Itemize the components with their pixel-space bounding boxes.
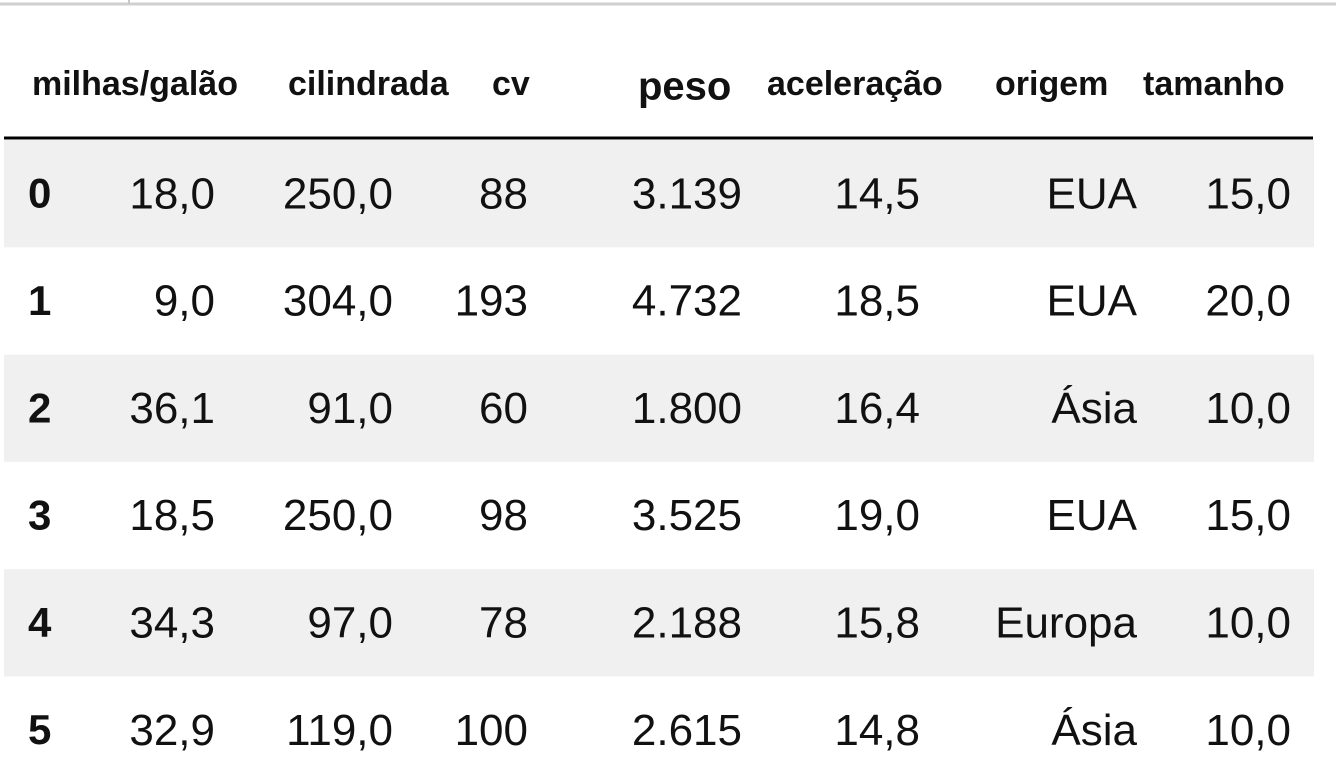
cell: EUA [1047,491,1138,540]
column-header: aceleração [767,65,943,103]
cell: 36,1 [129,384,215,433]
cell: 304,0 [283,277,393,326]
cell: 20,0 [1205,277,1291,326]
cell: 10,0 [1205,384,1291,433]
cell: 15,8 [834,598,920,647]
cell: 91,0 [307,384,393,433]
cell: 14,8 [834,706,920,755]
cell: 98 [479,491,528,540]
cell: Ásia [1051,706,1137,755]
cell: 3.139 [632,169,742,218]
cell: 88 [479,169,528,218]
cell: Europa [995,598,1137,647]
row-index: 3 [28,492,51,539]
cell: EUA [1047,169,1138,218]
row-index: 1 [28,277,51,324]
row-shade [4,569,1314,677]
column-header: cilindrada [288,65,450,103]
cell: 15,0 [1205,169,1291,218]
cell: 10,0 [1205,598,1291,647]
cell: 18,5 [129,491,215,540]
column-header: peso [638,65,731,109]
cell: 4.732 [632,277,742,326]
cell: 16,4 [834,384,920,433]
cell: 3.525 [632,491,742,540]
cell: 250,0 [283,169,393,218]
cell: Ásia [1051,384,1137,433]
cell: 34,3 [129,598,215,647]
cell: 19,0 [834,491,920,540]
cell: 2.188 [632,598,742,647]
row-index: 0 [28,170,51,217]
column-header: cv [492,65,530,103]
row-shade [4,140,1314,248]
cell: EUA [1047,277,1138,326]
column-header: milhas/galão [32,65,238,103]
cell: 18,5 [834,277,920,326]
cell: 15,0 [1205,491,1291,540]
cell: 2.615 [632,706,742,755]
cell: 193 [455,277,528,326]
cell: 97,0 [307,598,393,647]
row-index: 4 [28,599,52,646]
row-index: 5 [28,706,51,753]
row-index: 2 [28,384,51,431]
cell: 14,5 [834,169,920,218]
cell: 9,0 [154,277,215,326]
cell: 10,0 [1205,706,1291,755]
cell: 100 [455,706,528,755]
cell: 250,0 [283,491,393,540]
cell: 60 [479,384,528,433]
cell: 18,0 [129,169,215,218]
column-header: tamanho [1143,65,1285,103]
cell: 32,9 [129,706,215,755]
cell: 78 [479,598,528,647]
cell: 1.800 [632,384,742,433]
cell: 119,0 [286,706,393,755]
column-header: origem [995,65,1108,103]
row-shade [4,354,1314,462]
